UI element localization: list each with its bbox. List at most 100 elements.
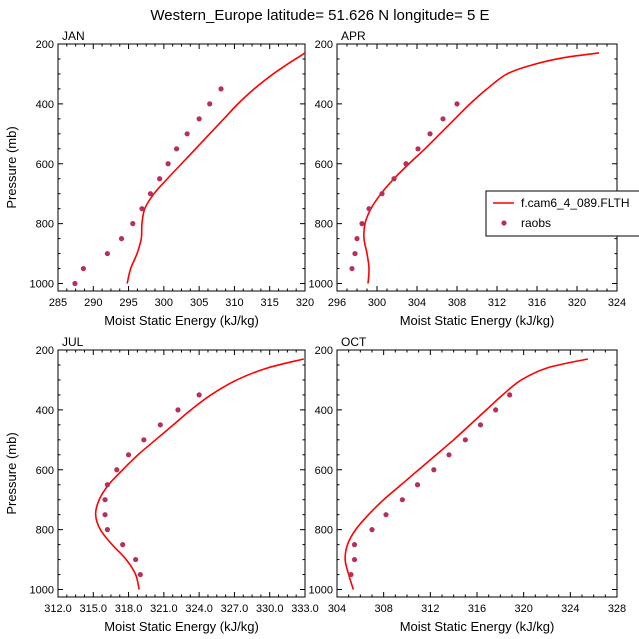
obs-point — [352, 250, 358, 257]
obs-point — [414, 482, 421, 488]
obs-point — [477, 422, 484, 428]
x-tick-label: 316 — [528, 297, 546, 309]
x-tick-label: 295 — [119, 297, 137, 309]
obs-point — [359, 221, 365, 227]
x-tick-label: 296 — [328, 297, 346, 309]
obs-point — [399, 497, 405, 503]
x-tick-label: 324 — [561, 603, 579, 615]
y-tick-label: 200 — [36, 345, 54, 357]
obs-point — [157, 176, 163, 182]
obs-point — [184, 131, 190, 137]
obs-point — [102, 497, 108, 503]
legend: f.cam6_4_089.FLTH raobs — [485, 190, 639, 237]
legend-obs-marker — [501, 220, 507, 226]
obs-point — [454, 101, 460, 107]
obs-point — [175, 407, 181, 413]
y-tick-label: 400 — [36, 99, 54, 111]
obs-point — [431, 467, 437, 473]
obs-point — [196, 392, 202, 398]
y-tick-label: 800 — [36, 525, 54, 537]
y-tick-label: 200 — [315, 345, 333, 357]
panel-label: JAN — [62, 29, 85, 43]
y-tick-label: 400 — [315, 99, 333, 111]
obs-point — [207, 101, 213, 107]
x-axis-title: Moist Static Energy (kJ/kg) — [104, 619, 259, 634]
x-tick-label: 300 — [155, 297, 173, 309]
obs-point — [114, 467, 120, 473]
plot-frame — [336, 43, 618, 292]
x-axis-title: Moist Static Energy (kJ/kg) — [104, 313, 259, 328]
model-line — [126, 52, 306, 284]
figure-title: Western_Europe latitude= 51.626 N longit… — [150, 7, 489, 24]
legend-obs-label: raobs — [521, 216, 551, 230]
x-tick-label: 304 — [328, 603, 346, 615]
plot-frame — [336, 349, 618, 598]
obs-point — [157, 422, 163, 428]
x-axis-title: Moist Static Energy (kJ/kg) — [400, 313, 555, 328]
obs-point — [391, 176, 397, 182]
obs-point — [349, 265, 355, 272]
panel-apr: 296 300 304 308 312 316 320 324 200 400 600 800 1000… — [309, 29, 627, 328]
obs-point — [139, 206, 145, 212]
obs-point — [383, 512, 389, 518]
obs-point — [366, 206, 372, 212]
x-tick-label: 333.0 — [291, 603, 319, 615]
model-line — [344, 358, 589, 590]
x-tick-label: 305 — [190, 297, 208, 309]
obs-point — [137, 571, 143, 578]
x-tick-label: 312.0 — [44, 603, 72, 615]
x-tick-label: 320 — [568, 297, 586, 309]
x-tick-label: 310 — [225, 297, 243, 309]
panel-jan: 285 290 295 300 305 310 315 320 200 400 600 800 1000… — [4, 29, 314, 328]
y-tick-label: 600 — [36, 159, 54, 171]
x-tick-label: 320 — [296, 297, 314, 309]
panel-label: APR — [341, 29, 366, 43]
obs-point — [133, 556, 139, 563]
obs-point — [351, 542, 358, 548]
x-tick-label: 328 — [608, 603, 626, 615]
obs-point — [415, 146, 421, 152]
panel-label: OCT — [341, 335, 367, 349]
obs-point — [351, 556, 358, 563]
panel-oct: 304 308 312 316 320 324 328 200 400 600 800 1000 OCT… — [309, 335, 627, 634]
plot-frame — [57, 43, 306, 292]
y-axis-title: Pressure (mb) — [4, 432, 19, 514]
y-tick-label: 800 — [315, 219, 333, 231]
obs-point — [104, 250, 110, 257]
y-tick-label: 400 — [36, 405, 54, 417]
x-tick-label: 315.0 — [80, 603, 108, 615]
obs-point — [118, 236, 125, 242]
obs-point — [102, 512, 108, 518]
x-tick-label: 290 — [84, 297, 102, 309]
obs-point — [147, 191, 154, 197]
obs-point — [125, 452, 132, 458]
obs-point — [440, 116, 446, 122]
y-tick-label: 200 — [315, 39, 333, 51]
model-line — [94, 358, 305, 590]
obs-point — [403, 161, 409, 167]
y-axis-title: Pressure (mb) — [4, 126, 19, 208]
obs-point — [446, 452, 452, 458]
obs-point — [218, 86, 224, 92]
obs-point — [427, 131, 433, 137]
y-tick-label: 1000 — [30, 279, 54, 291]
x-tick-label: 285 — [49, 297, 67, 309]
obs-point — [348, 571, 354, 578]
panel-jul: 312.0 315.0 318.0 321.0 324.0 327.0 330.0 333.0… — [4, 335, 319, 634]
y-tick-label: 600 — [315, 159, 333, 171]
x-tick-label: 320 — [514, 603, 532, 615]
obs-point — [104, 482, 110, 488]
obs-point — [120, 542, 126, 548]
y-tick-label: 600 — [315, 465, 333, 477]
x-tick-label: 324.0 — [185, 603, 213, 615]
x-tick-label: 324 — [608, 297, 626, 309]
x-tick-label: 330.0 — [256, 603, 284, 615]
panels: 285 290 295 300 305 310 315 320 200 400 600 800 1000… — [4, 29, 626, 634]
x-tick-label: 304 — [408, 297, 426, 309]
panel-label: JUL — [62, 335, 84, 349]
obs-point — [130, 221, 136, 227]
legend-model-label: f.cam6_4_089.FLTH — [521, 196, 630, 210]
obs-point — [165, 161, 171, 167]
x-tick-label: 316 — [468, 603, 486, 615]
